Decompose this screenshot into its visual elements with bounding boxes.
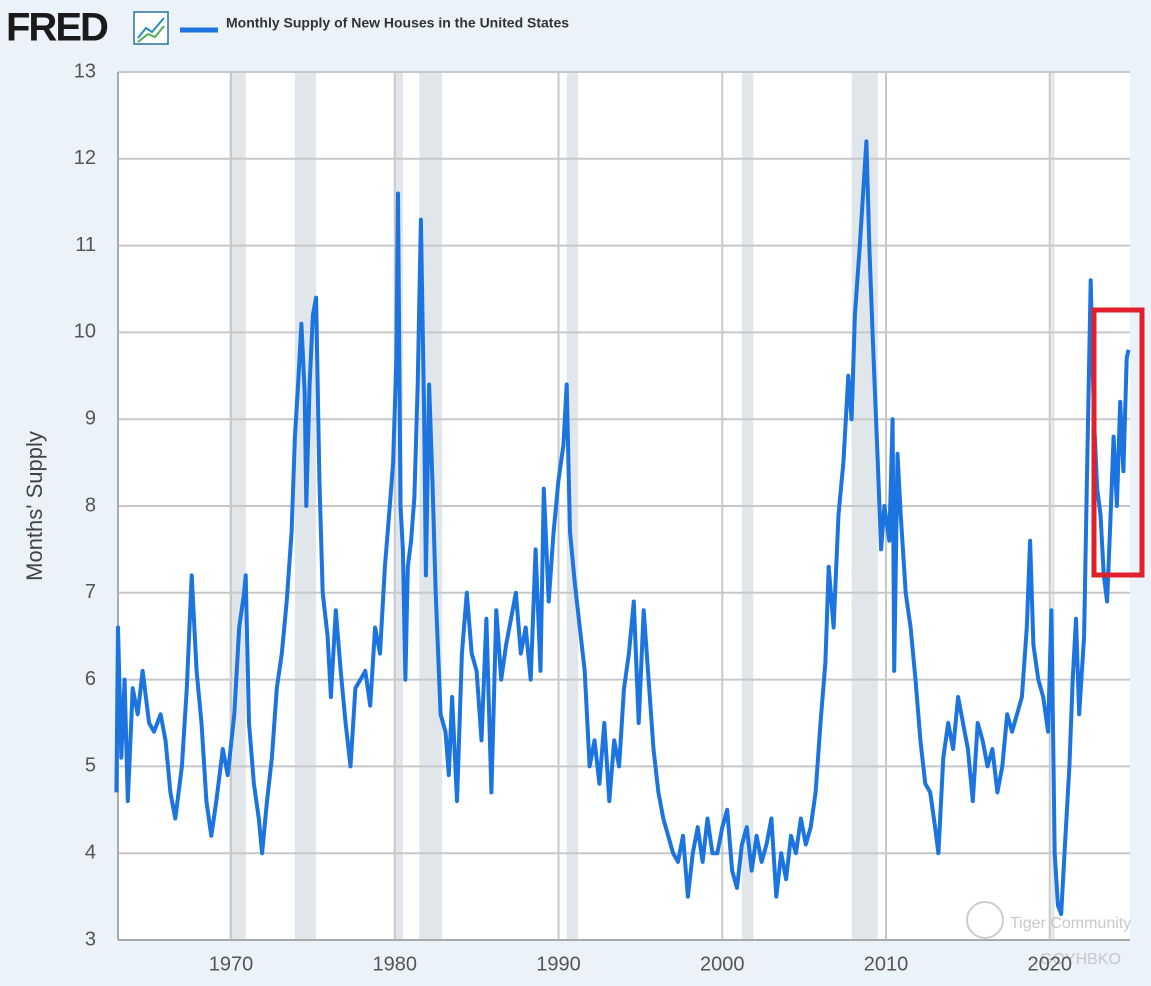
y-tick-label: 13 [74,60,96,82]
logo: FRED [6,6,108,50]
plot-layers [114,71,1131,941]
y-tick-label: 9 [85,407,96,429]
y-tick-label: 11 [75,234,96,256]
highlight-box [1091,307,1145,578]
y-tick-label: 12 [74,147,96,169]
series-line [114,139,1131,916]
y-tick-label: 6 [85,668,96,690]
y-tick-label: 7 [85,581,96,603]
x-tick-label: 1970 [209,953,254,975]
y-tick-label: 5 [85,755,96,777]
y-axis-label: Months' Supply [22,431,47,581]
x-tick-label: 2010 [864,953,909,975]
y-tick-label: 8 [85,494,96,516]
x-tick-label: 1980 [372,953,417,975]
watermark: GOYHBKO [1040,951,1121,968]
y-tick-label: 4 [85,841,96,863]
x-tick-label: 2000 [700,953,745,975]
x-tick-label: 1990 [536,953,581,975]
x-tick-label: 2020 [1028,953,1073,975]
watermark: Tiger Community [1010,915,1131,932]
y-tick-label: 10 [74,321,96,343]
y-tick-label: 3 [85,928,96,950]
watermark-icon [966,901,1004,939]
logo-icon [133,11,169,45]
legend-label: Monthly Supply of New Houses in the Unit… [226,15,569,31]
